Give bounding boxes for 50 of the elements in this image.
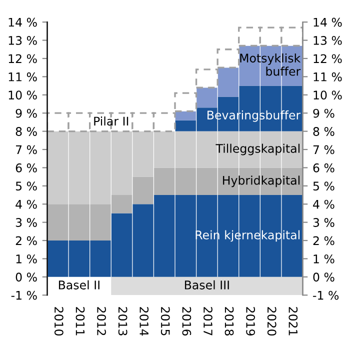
x-tick-label: 2015 xyxy=(160,307,170,336)
y-tick-label: -1 % xyxy=(11,290,37,300)
y2-tick-label: 9 % xyxy=(313,108,334,118)
x-tick-label: 2011 xyxy=(76,307,85,336)
x-tick-label: 2020 xyxy=(267,307,276,336)
y-tick-label: 14 % xyxy=(8,18,37,27)
y2-tick-label: 8 % xyxy=(313,127,334,136)
y-tick-label: 1 % xyxy=(16,254,37,264)
y2-tick-label: 3 % xyxy=(313,218,334,227)
y-tick-label: 10 % xyxy=(8,90,37,100)
x-tick-label: 2019 xyxy=(246,307,256,336)
x-tick-label: 2013 xyxy=(118,307,128,336)
y-tick-label: 11 % xyxy=(8,72,37,82)
series-label: Tilleggskapital xyxy=(216,144,300,156)
x-tick-label: 2012 xyxy=(97,307,106,336)
x-tick-label: 2016 xyxy=(182,307,192,336)
y-tick-label: 7 % xyxy=(16,145,37,154)
y2-tick-label: 12 % xyxy=(314,54,342,64)
y2-tick-label: 7 % xyxy=(313,145,334,154)
y-tick-label: 12 % xyxy=(8,54,37,64)
y-tick-label: 13 % xyxy=(8,36,37,45)
y2-tick-label: 6 % xyxy=(313,163,334,172)
x-tick-label: 2014 xyxy=(140,307,149,336)
x-tick-label: 2021 xyxy=(288,307,298,336)
y2-tick-label: 4 % xyxy=(313,200,334,209)
y-tick-label: 4 % xyxy=(16,200,37,209)
y2-tick-label: 11 % xyxy=(314,72,342,82)
bar xyxy=(175,111,196,120)
series-label: Pilar II xyxy=(94,116,128,126)
y-tick-label: 8 % xyxy=(16,127,37,136)
series-label: Hybridkapital xyxy=(223,176,300,188)
y-tick-label: 6 % xyxy=(16,163,37,172)
y-tick-label: 0 % xyxy=(16,272,37,282)
y2-tick-label: 2 % xyxy=(313,236,334,246)
y2-tick-label: -1 % xyxy=(313,290,339,300)
x-tick-label: 2010 xyxy=(54,307,64,336)
y-tick-label: 5 % xyxy=(16,182,37,191)
y-tick-label: 2 % xyxy=(16,236,37,246)
y2-tick-label: 0 % xyxy=(313,272,334,282)
annotation: Basel II xyxy=(58,280,100,290)
y2-tick-label: 13 % xyxy=(314,36,342,45)
y2-tick-label: 1 % xyxy=(314,254,334,264)
y2-tick-label: 10 % xyxy=(314,90,342,100)
annotation: Basel III xyxy=(184,280,229,290)
x-tick-label: 2018 xyxy=(224,307,234,336)
x-tick-label: 2017 xyxy=(204,307,212,336)
y2-tick-label: 5 % xyxy=(313,182,334,191)
y-tick-label: 9 % xyxy=(16,108,37,118)
y-tick-label: 3 % xyxy=(16,218,37,227)
y2-tick-label: 14 % xyxy=(314,18,342,27)
